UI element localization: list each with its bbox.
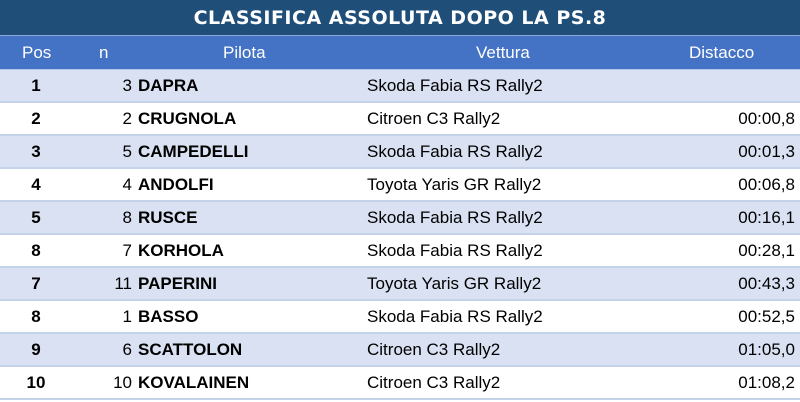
cell-pilota: DAPRA	[138, 75, 199, 95]
cell-vettura: Skoda Fabia RS Rally2	[367, 207, 543, 227]
table-row: 3 5 CAMPEDELLI Skoda Fabia RS Rally2 00:…	[0, 136, 800, 169]
cell-pilota: SCATTOLON	[138, 339, 243, 359]
cell-pilota: ANDOLFI	[138, 174, 214, 194]
table-row: 4 4 ANDOLFI Toyota Yaris GR Rally2 00:06…	[0, 169, 800, 202]
cell-pilota: PAPERINI	[138, 273, 218, 293]
cell-pos: 1	[31, 75, 41, 95]
cell-pilota: CRUGNOLA	[138, 108, 237, 128]
cell-distacco: 00:52,5	[738, 306, 795, 326]
table-row: 8 1 BASSO Skoda Fabia RS Rally2 00:52,5	[0, 301, 800, 334]
cell-vettura: Toyota Yaris GR Rally2	[367, 174, 542, 194]
cell-pos: 7	[31, 273, 41, 293]
cell-distacco: 00:16,1	[738, 207, 795, 227]
cell-vettura: Toyota Yaris GR Rally2	[367, 273, 542, 293]
column-header-n: n	[99, 42, 109, 62]
cell-n: 2	[122, 108, 132, 128]
cell-distacco: 00:28,1	[738, 240, 795, 260]
table-row: 1 3 DAPRA Skoda Fabia RS Rally2	[0, 70, 800, 103]
table-title: CLASSIFICA ASSOLUTA DOPO LA PS.8	[0, 0, 800, 36]
cell-n: 6	[122, 339, 132, 359]
cell-distacco: 01:05,0	[738, 339, 795, 359]
cell-n: 10	[113, 372, 132, 392]
cell-pilota: CAMPEDELLI	[138, 141, 249, 161]
cell-pos: 4	[31, 174, 41, 194]
cell-vettura: Skoda Fabia RS Rally2	[367, 75, 543, 95]
table-row: 9 6 SCATTOLON Citroen C3 Rally2 01:05,0	[0, 334, 800, 367]
column-header-vettura: Vettura	[476, 42, 530, 62]
cell-n: 5	[122, 141, 132, 161]
cell-vettura: Skoda Fabia RS Rally2	[367, 306, 543, 326]
table-row: 2 2 CRUGNOLA Citroen C3 Rally2 00:00,8	[0, 103, 800, 136]
column-header-distacco: Distacco	[689, 42, 755, 62]
table-row: 8 7 KORHOLA Skoda Fabia RS Rally2 00:28,…	[0, 235, 800, 268]
cell-pos: 2	[31, 108, 41, 128]
cell-n: 3	[122, 75, 132, 95]
cell-vettura: Skoda Fabia RS Rally2	[367, 240, 543, 260]
cell-pilota: BASSO	[138, 306, 199, 326]
cell-pilota: KORHOLA	[138, 240, 224, 260]
cell-pos: 8	[31, 240, 41, 260]
cell-vettura: Citroen C3 Rally2	[367, 372, 501, 392]
table-row: 10 10 KOVALAINEN Citroen C3 Rally2 01:08…	[0, 367, 800, 400]
table-row: 7 11 PAPERINI Toyota Yaris GR Rally2 00:…	[0, 268, 800, 301]
column-header-pilota: Pilota	[223, 42, 266, 62]
cell-vettura: Citroen C3 Rally2	[367, 108, 501, 128]
cell-pos: 9	[31, 339, 41, 359]
cell-pos: 8	[31, 306, 41, 326]
cell-n: 11	[114, 273, 132, 293]
cell-distacco: 00:06,8	[738, 174, 795, 194]
cell-distacco: 00:01,3	[738, 141, 795, 161]
column-header-pos: Pos	[22, 42, 52, 62]
cell-vettura: Skoda Fabia RS Rally2	[367, 141, 543, 161]
cell-n: 7	[122, 240, 132, 260]
cell-pos: 5	[31, 207, 41, 227]
cell-distacco: 00:00,8	[738, 108, 795, 128]
cell-pos: 3	[31, 141, 41, 161]
cell-n: 4	[122, 174, 132, 194]
cell-distacco: 00:43,3	[738, 273, 795, 293]
table-header: Pos n Pilota Vettura Distacco	[0, 36, 800, 70]
cell-pilota: KOVALAINEN	[138, 372, 250, 392]
table-body: 1 3 DAPRA Skoda Fabia RS Rally2 2 2 CRUG…	[0, 70, 800, 400]
cell-n: 8	[122, 207, 132, 227]
cell-n: 1	[122, 306, 132, 326]
cell-pilota: RUSCE	[138, 207, 198, 227]
cell-distacco: 01:08,2	[738, 372, 795, 392]
cell-vettura: Citroen C3 Rally2	[367, 339, 501, 359]
cell-pos: 10	[26, 372, 46, 392]
table-row: 5 8 RUSCE Skoda Fabia RS Rally2 00:16,1	[0, 202, 800, 235]
